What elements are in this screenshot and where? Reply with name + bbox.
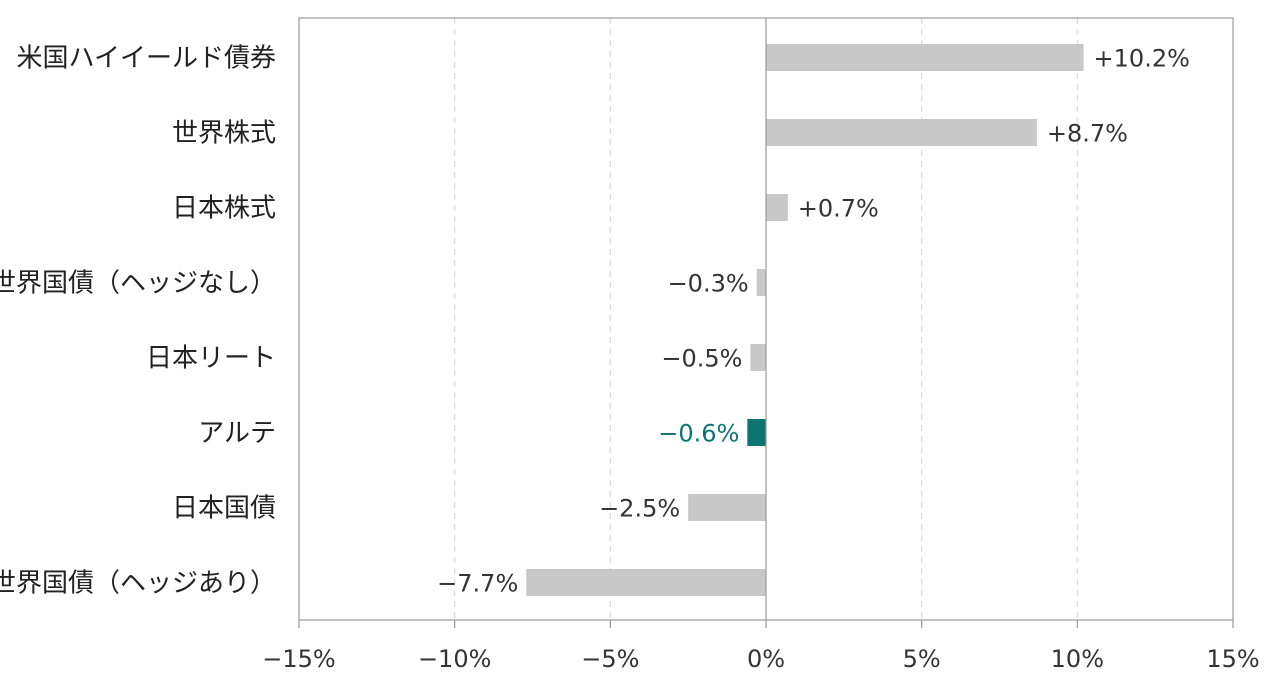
category-label: 日本リート <box>146 344 276 374</box>
value-label: +8.7% <box>1047 120 1128 148</box>
x-tick-label: 5% <box>903 645 941 673</box>
value-label: −0.3% <box>668 270 749 298</box>
x-tick-label: 15% <box>1206 645 1259 673</box>
gridlines <box>454 18 1078 620</box>
bar <box>688 494 766 521</box>
category-label: 世界株式 <box>172 119 276 149</box>
value-label: −0.5% <box>661 345 742 373</box>
value-labels: +10.2% +8.7% +0.7% −0.3% −0.5% −0.6% −2.5% −7.7… <box>437 45 1190 598</box>
axes <box>298 17 1234 628</box>
bar <box>750 344 766 371</box>
value-label: −0.6% <box>658 420 739 448</box>
bar <box>766 194 788 221</box>
category-label: 日本株式 <box>172 194 276 224</box>
x-tick-labels: −15% −10% −5% 0% 5% 10% 15% <box>262 645 1259 673</box>
bar-highlight <box>747 419 766 446</box>
category-label: 世界国債（ヘッジあり） <box>0 569 276 599</box>
value-label: +0.7% <box>798 195 879 223</box>
x-tick-label: 0% <box>747 645 785 673</box>
x-tick-label: −5% <box>581 645 639 673</box>
value-label: −7.7% <box>437 570 518 598</box>
value-label: −2.5% <box>599 495 680 523</box>
x-tick-label: 10% <box>1051 645 1104 673</box>
value-label: +10.2% <box>1094 45 1190 73</box>
x-tick-label: −10% <box>418 645 491 673</box>
x-tick-label: −15% <box>262 645 335 673</box>
category-label: 日本国債 <box>172 494 276 524</box>
category-label: 米国ハイイールド債券 <box>17 44 276 74</box>
category-label: 世界国債（ヘッジなし） <box>0 269 276 299</box>
bar <box>766 119 1037 146</box>
bar <box>756 269 766 296</box>
bar <box>526 569 766 596</box>
bar <box>766 44 1084 71</box>
category-label: アルテ <box>198 419 276 449</box>
bars <box>526 44 1084 596</box>
